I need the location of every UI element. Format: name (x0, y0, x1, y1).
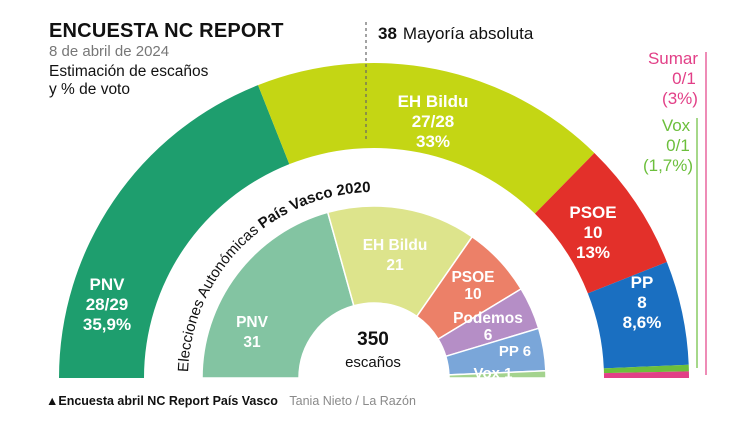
subtitle-line-2: y % de voto (49, 81, 130, 98)
inner-arc-vox (448, 370, 547, 379)
inner-label-pnv-name: PNV (236, 314, 269, 331)
inner-unit: escaños (345, 354, 401, 371)
inner-label-psoe-seats: 10 (464, 286, 481, 303)
label-sumar-name: Sumar (648, 49, 698, 68)
majority-text: Mayoría absoluta (403, 24, 534, 43)
footer-outlet: La Razón (362, 394, 416, 408)
label-psoe-pct: 13% (576, 243, 610, 262)
label-pp-name: PP (631, 273, 654, 292)
label-vox-seats: 0/1 (666, 136, 690, 155)
inner-label-podemos-name: Podemos (453, 310, 523, 327)
label-pnv-pct: 35,9% (83, 315, 131, 334)
outer-arc-group (59, 63, 689, 378)
inner-label-podemos-seats: 6 (484, 327, 493, 344)
majority-label: 38 Mayoría absoluta (378, 24, 534, 43)
inner-label-eh-bildu-name: EH Bildu (363, 237, 428, 254)
inner-label-psoe-name: PSOE (451, 269, 494, 286)
center-disc (300, 304, 448, 378)
inner-arc-pnv (201, 211, 355, 379)
arc-psoe (534, 152, 667, 294)
inner-arc-group (201, 205, 547, 379)
footer-author: Tania Nieto (289, 394, 352, 408)
subtitle: Estimación de escaños y % de voto (49, 63, 259, 99)
label-eh-bildu-seats: 27/28 (412, 112, 455, 131)
label-pnv-name: PNV (90, 275, 126, 294)
page-title: ENCUESTA NC REPORT (49, 20, 284, 42)
subtitle-line-1: Estimación de escaños (49, 63, 209, 80)
label-eh-bildu-pct: 33% (416, 132, 450, 151)
footer-separator: / (355, 394, 359, 408)
footer: ▲Encuesta abril NC Report País Vasco Tan… (46, 394, 416, 408)
footer-credit: Tania Nieto / La Razón (289, 394, 416, 408)
arc-vox (603, 364, 689, 374)
label-psoe-name: PSOE (569, 203, 616, 222)
label-sumar-seats: 0/1 (672, 69, 696, 88)
footer-source: ▲Encuesta abril NC Report País Vasco (46, 394, 278, 408)
arc-sumar (603, 371, 689, 378)
label-pp-seats: 8 (637, 293, 646, 312)
date-label: 8 de abril de 2024 (49, 43, 170, 60)
majority-value: 38 (378, 24, 397, 43)
label-pnv-seats: 28/29 (86, 295, 129, 314)
inner-label-eh-bildu-seats: 21 (386, 257, 404, 274)
label-psoe-seats: 10 (584, 223, 603, 242)
inner-total: 350 (357, 329, 389, 350)
label-pp-pct: 8,6% (623, 313, 662, 332)
label-sumar-pct: (3%) (662, 89, 698, 108)
inner-label-pp-seats: PP 6 (499, 343, 531, 360)
label-vox-pct: (1,7%) (643, 156, 693, 175)
arc-pp (587, 262, 689, 369)
inner-label-vox-seats: Vox 1 (474, 365, 513, 382)
label-eh-bildu-name: EH Bildu (398, 92, 469, 111)
label-vox-name: Vox (662, 116, 691, 135)
arc-eh-bildu (258, 63, 595, 214)
arc-pnv (59, 85, 290, 378)
inner-label-pnv-seats: 31 (243, 334, 261, 351)
